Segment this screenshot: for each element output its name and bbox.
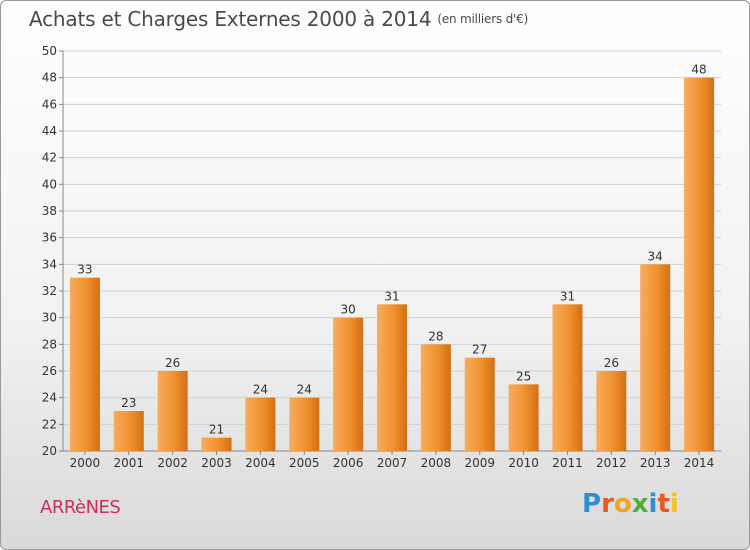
bar <box>420 344 451 451</box>
data-label: 27 <box>472 343 487 357</box>
logo-letter: i <box>648 489 658 519</box>
data-label: 23 <box>121 396 136 410</box>
bar <box>157 371 188 451</box>
bar <box>508 384 539 451</box>
y-tick-label: 32 <box>42 284 57 298</box>
y-tick-label: 38 <box>42 204 57 218</box>
data-label: 33 <box>77 263 92 277</box>
proxiti-logo: Proxiti <box>582 489 679 519</box>
logo-letter: r <box>601 489 614 519</box>
x-tick-label: 2005 <box>289 456 320 470</box>
data-label: 25 <box>516 369 531 383</box>
y-tick-label: 42 <box>42 151 57 165</box>
bar <box>333 317 364 451</box>
bar <box>289 397 320 451</box>
x-tick-label: 2004 <box>245 456 276 470</box>
x-tick-label: 2013 <box>640 456 671 470</box>
logo-letter: o <box>613 489 632 519</box>
x-tick-label: 2014 <box>684 456 715 470</box>
data-label: 31 <box>560 289 575 303</box>
x-tick-label: 2007 <box>377 456 408 470</box>
y-tick-label: 22 <box>42 417 57 431</box>
x-tick-label: 2009 <box>464 456 495 470</box>
bar <box>464 357 495 451</box>
bar <box>69 277 100 451</box>
y-tick-label: 36 <box>42 231 57 245</box>
y-tick-label: 26 <box>42 364 57 378</box>
data-label: 31 <box>384 289 399 303</box>
y-tick-label: 20 <box>42 444 57 458</box>
commune-name: ARRèNES <box>40 497 121 518</box>
chart-subtitle: (en milliers d'€) <box>437 12 529 26</box>
logo-letter: x <box>631 489 649 519</box>
bar <box>596 371 627 451</box>
bar <box>201 437 232 451</box>
bar <box>552 304 583 451</box>
x-tick-label: 2011 <box>552 456 583 470</box>
y-tick-label: 50 <box>42 44 57 58</box>
x-tick-label: 2000 <box>70 456 101 470</box>
logo-letter: P <box>582 489 602 519</box>
x-tick-label: 2006 <box>333 456 364 470</box>
bar <box>640 264 671 451</box>
y-tick-label: 46 <box>42 97 57 111</box>
y-tick-label: 40 <box>42 177 57 191</box>
data-label: 26 <box>165 356 180 370</box>
data-label: 26 <box>604 356 619 370</box>
y-tick-label: 34 <box>42 257 57 271</box>
x-tick-label: 2003 <box>201 456 232 470</box>
x-tick-label: 2008 <box>421 456 452 470</box>
x-tick-label: 2010 <box>508 456 539 470</box>
y-tick-label: 30 <box>42 311 57 325</box>
y-tick-label: 44 <box>42 124 57 138</box>
data-label: 48 <box>691 63 706 77</box>
x-tick-label: 2012 <box>596 456 627 470</box>
data-label: 34 <box>648 249 663 263</box>
chart-title-text: Achats et Charges Externes 2000 à 2014 <box>29 7 432 31</box>
x-tick-label: 2001 <box>114 456 145 470</box>
bar <box>684 77 715 452</box>
y-tick-label: 48 <box>42 71 57 85</box>
bar <box>245 397 276 451</box>
data-label: 21 <box>209 423 224 437</box>
logo-letter: i <box>669 489 679 519</box>
chart-title: Achats et Charges Externes 2000 à 2014 (e… <box>29 7 528 31</box>
y-tick-label: 24 <box>42 391 57 405</box>
data-label: 24 <box>253 383 268 397</box>
data-label: 24 <box>297 383 312 397</box>
y-tick-label: 28 <box>42 337 57 351</box>
bar <box>377 304 407 451</box>
data-label: 28 <box>428 329 443 343</box>
logo-letter: t <box>657 489 670 519</box>
bar <box>113 411 144 451</box>
data-label: 30 <box>340 303 355 317</box>
x-tick-label: 2002 <box>157 456 188 470</box>
